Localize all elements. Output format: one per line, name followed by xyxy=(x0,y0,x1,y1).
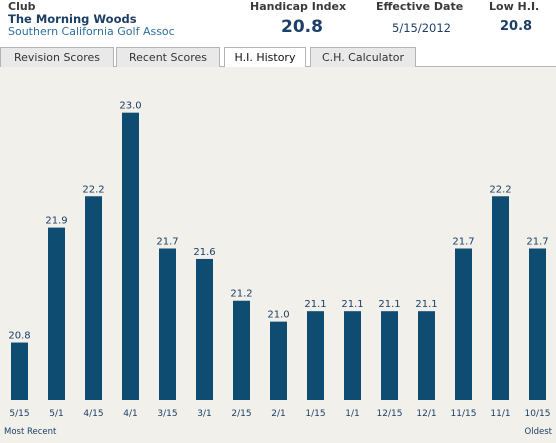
x-tick-label: 1/1 xyxy=(345,409,359,419)
tab-bar: Revision Scores Recent Scores H.I. Histo… xyxy=(0,44,556,68)
oldest-label: Oldest xyxy=(524,427,552,437)
effective-date-value: 5/15/2012 xyxy=(392,21,451,35)
hi-history-bar-chart: 20.8 5/15 21.9 5/1 22.2 4/15 23.0 4/1 21.7 3/15 21… xyxy=(8,101,551,419)
bar-10/15 xyxy=(529,248,546,400)
bar-value-label: 21.7 xyxy=(526,237,548,248)
bar-value-label: 21.1 xyxy=(341,299,363,310)
x-tick-label: 5/1 xyxy=(49,409,63,419)
hi-history-chart-panel: 20.8 5/15 21.9 5/1 22.2 4/15 23.0 4/1 21.7 3/15 21… xyxy=(0,67,556,443)
x-tick-label: 12/15 xyxy=(377,409,403,419)
handicap-index-value: 20.8 xyxy=(281,17,323,37)
club-association: Southern California Golf Assoc xyxy=(8,25,175,38)
bar-4/15 xyxy=(85,196,102,400)
bar-2/15 xyxy=(233,300,250,400)
tab-recent-scores[interactable]: Recent Scores xyxy=(116,47,220,67)
bar-value-label: 21.7 xyxy=(452,237,474,248)
bar-value-label: 22.2 xyxy=(82,184,104,195)
bar-value-label: 23.0 xyxy=(119,101,141,112)
bar-value-label: 22.2 xyxy=(489,184,511,195)
bar-value-label: 21.9 xyxy=(45,216,67,227)
bar-12/1 xyxy=(418,311,435,400)
most-recent-label: Most Recent xyxy=(4,427,57,437)
tab-hi-history[interactable]: H.I. History xyxy=(224,47,306,68)
bar-value-label: 21.7 xyxy=(156,237,178,248)
low-hi-label: Low H.I. xyxy=(489,0,540,13)
x-tick-label: 12/1 xyxy=(416,409,436,419)
x-tick-label: 1/15 xyxy=(305,409,325,419)
bar-1/1 xyxy=(344,311,361,400)
bar-1/15 xyxy=(307,311,324,400)
bar-2/1 xyxy=(270,321,287,400)
bar-11/1 xyxy=(492,196,509,400)
bar-value-label: 21.1 xyxy=(415,299,437,310)
effective-date-label: Effective Date xyxy=(376,0,464,13)
x-tick-label: 3/15 xyxy=(157,409,177,419)
x-tick-label: 5/15 xyxy=(9,409,29,419)
bar-5/15 xyxy=(11,342,28,400)
club-label: Club xyxy=(8,0,36,13)
x-tick-label: 4/15 xyxy=(83,409,103,419)
bar-5/1 xyxy=(48,227,65,400)
low-hi-value: 20.8 xyxy=(500,19,533,34)
handicap-header: Club The Morning Woods Southern Californ… xyxy=(0,0,556,44)
x-tick-label: 11/15 xyxy=(451,409,477,419)
x-tick-label: 11/1 xyxy=(490,409,510,419)
bar-4/1 xyxy=(122,112,139,400)
bar-11/15 xyxy=(455,248,472,400)
handicap-index-label: Handicap Index xyxy=(250,0,347,13)
x-tick-label: 4/1 xyxy=(123,409,137,419)
x-tick-label: 3/1 xyxy=(197,409,211,419)
bar-12/15 xyxy=(381,311,398,400)
bar-value-label: 21.1 xyxy=(378,299,400,310)
tab-ch-calculator[interactable]: C.H. Calculator xyxy=(310,47,416,67)
bar-value-label: 20.8 xyxy=(8,331,30,342)
bar-value-label: 21.2 xyxy=(230,289,252,300)
club-name: The Morning Woods xyxy=(8,12,137,26)
bar-value-label: 21.0 xyxy=(267,310,289,321)
bar-3/1 xyxy=(196,258,213,400)
bar-value-label: 21.6 xyxy=(193,247,215,258)
bar-value-label: 21.1 xyxy=(304,299,326,310)
tab-revision-scores[interactable]: Revision Scores xyxy=(0,47,114,67)
x-tick-label: 10/15 xyxy=(525,409,551,419)
bar-3/15 xyxy=(159,248,176,400)
x-tick-label: 2/15 xyxy=(231,409,251,419)
x-tick-label: 2/1 xyxy=(271,409,285,419)
